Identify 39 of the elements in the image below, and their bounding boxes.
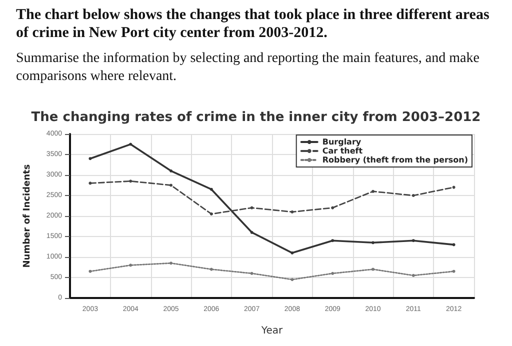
line-series — [88, 262, 456, 282]
point — [372, 268, 374, 271]
point — [88, 270, 92, 273]
point — [331, 206, 334, 210]
point — [452, 243, 456, 246]
point — [250, 206, 254, 210]
point — [452, 270, 456, 273]
legend-label: Robbery (theft from the person) — [322, 156, 468, 164]
x-axis-title: Year — [260, 326, 284, 336]
chart-title: The changing rates of crime in the inner city from 2003–2012 — [31, 110, 481, 125]
point — [210, 188, 213, 191]
point — [129, 264, 132, 267]
point — [412, 239, 415, 242]
point — [412, 274, 415, 277]
point — [290, 251, 294, 254]
point — [331, 272, 334, 275]
point — [412, 194, 415, 197]
point — [290, 210, 294, 214]
point — [88, 182, 92, 185]
text: The chart below shows the changes that took place in three different areas of crime in New Port city center from 2003-2012. — [16, 6, 490, 42]
point — [170, 169, 172, 172]
legend-label: Car theft — [322, 146, 363, 156]
point — [170, 262, 172, 265]
point — [88, 157, 92, 160]
point — [250, 272, 254, 275]
point — [372, 241, 374, 244]
point — [290, 278, 294, 282]
point — [129, 180, 132, 183]
point — [331, 239, 334, 242]
y-axis-title: Number of Incidents — [22, 164, 32, 268]
point — [129, 142, 132, 146]
text: Summarise the information by selecting and reporting the main features, and make comparisons where relevant. — [16, 50, 480, 86]
point — [210, 268, 213, 271]
point — [372, 190, 374, 193]
point — [210, 212, 213, 216]
point — [452, 186, 456, 189]
point — [250, 230, 254, 234]
point — [170, 184, 172, 187]
legend-label: Burglary — [322, 138, 362, 146]
